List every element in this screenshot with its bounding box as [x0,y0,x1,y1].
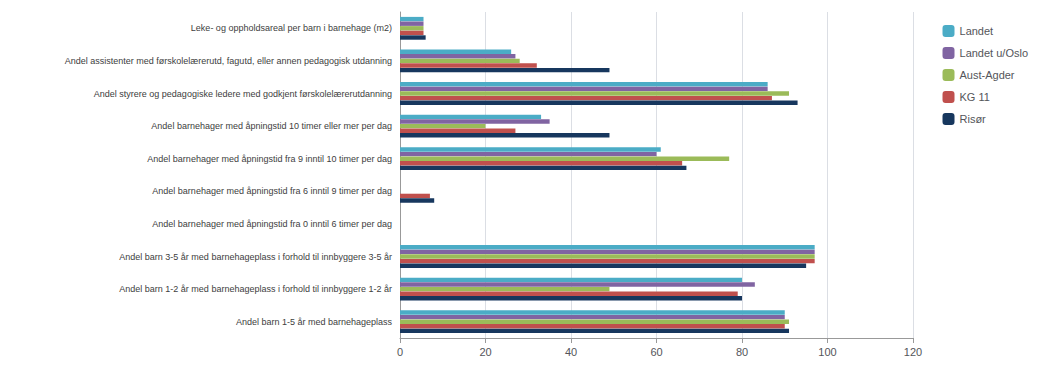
svg-text:60: 60 [650,346,662,358]
svg-text:Andel barnehager med åpningsti: Andel barnehager med åpningstid fra 6 in… [152,186,392,196]
svg-text:Leke- og oppholdsareal per bar: Leke- og oppholdsareal per barn i barneh… [191,23,392,33]
svg-text:Risør: Risør [960,113,987,125]
svg-text:Andel barn 3-5 år med barnehag: Andel barn 3-5 år med barnehageplass i f… [119,252,392,262]
svg-text:100: 100 [818,346,836,358]
svg-text:20: 20 [479,346,491,358]
svg-text:KG 11: KG 11 [960,91,990,103]
svg-text:80: 80 [736,346,748,358]
svg-text:Landet u/Oslo: Landet u/Oslo [960,47,1029,59]
svg-text:Andel barn 1-2 år med barnehag: Andel barn 1-2 år med barnehageplass i f… [119,284,392,294]
svg-text:Landet: Landet [960,25,994,37]
svg-text:Andel barnehager med åpningsti: Andel barnehager med åpningstid fra 9 in… [147,154,392,164]
svg-text:Aust-Agder: Aust-Agder [960,69,1015,81]
svg-text:Andel barn 1-5 år med barnehag: Andel barn 1-5 år med barnehageplass [236,317,393,327]
svg-text:Andel assistenter med førskole: Andel assistenter med førskolelærerutd, … [65,56,392,66]
svg-text:40: 40 [565,346,577,358]
svg-text:0: 0 [397,346,403,358]
svg-text:Andel barnehager med åpningsti: Andel barnehager med åpningstid 10 timer… [151,121,392,131]
svg-text:Andel styrere og pedagogiske l: Andel styrere og pedagogiske ledere med … [94,89,392,99]
svg-text:Andel barnehager med åpningsti: Andel barnehager med åpningstid fra 0 in… [152,219,392,229]
svg-text:120: 120 [904,346,922,358]
